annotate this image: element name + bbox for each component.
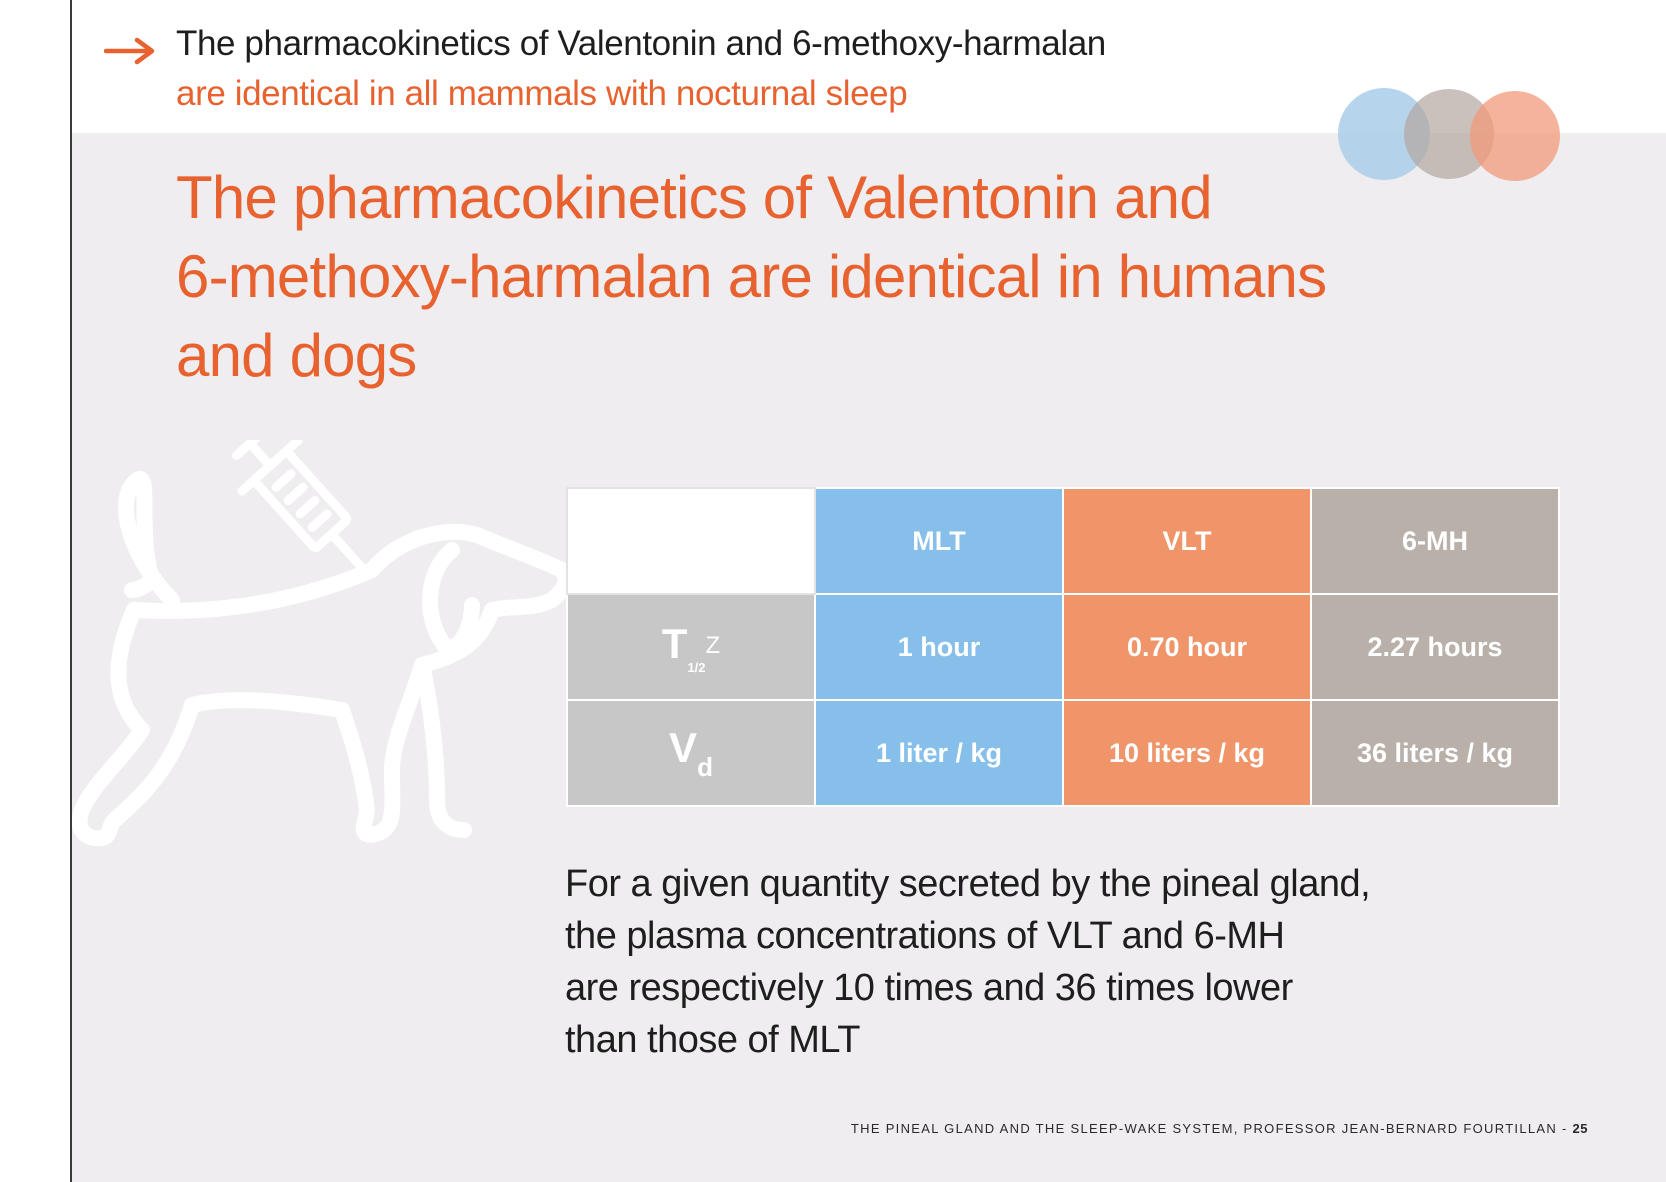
column-header-vlt: VLT: [1062, 487, 1312, 595]
arrow-right-icon: [104, 37, 155, 65]
title-line: The pharmacokinetics of Valentonin and: [176, 164, 1213, 231]
table-row: T1/2Z 1 hour 0.70 hour 2.27 hours: [566, 593, 1560, 701]
table-cell: 1 liter / kg: [814, 699, 1064, 807]
column-header-6mh: 6-MH: [1310, 487, 1560, 595]
conclusion-line: the plasma concentrations of VLT and 6-M…: [565, 915, 1285, 957]
table-cell: 1 hour: [814, 593, 1064, 701]
param-subscript: 1/2: [687, 659, 706, 675]
table-corner-cell: [566, 487, 816, 595]
footer-text: THE PINEAL GLAND AND THE SLEEP-WAKE SYST…: [850, 1121, 1568, 1136]
param-subscript: d: [697, 751, 713, 782]
conclusion-line: For a given quantity secreted by the pin…: [565, 863, 1371, 905]
pharmacokinetics-table: MLT VLT 6-MH T1/2Z 1 hour 0.70 hour 2.27…: [566, 487, 1560, 807]
param-symbol: T: [661, 619, 688, 667]
param-suffix: Z: [705, 631, 721, 659]
header-statement-highlight: are identical in all mammals with noctur…: [176, 74, 908, 113]
conclusion-text: For a given quantity secreted by the pin…: [565, 858, 1465, 1066]
table-cell: 0.70 hour: [1062, 593, 1312, 701]
row-header-volume-distribution: Vd: [566, 699, 816, 807]
table-cell: 36 liters / kg: [1310, 699, 1560, 807]
header-statement: The pharmacokinetics of Valentonin and 6…: [176, 24, 1106, 63]
dog-injection-icon: [72, 440, 574, 847]
table-row: Vd 1 liter / kg 10 liters / kg 36 liters…: [566, 699, 1560, 807]
title-line: 6-methoxy-harmalan are identical in huma…: [176, 243, 1327, 310]
overlapping-circles-icon: [1338, 88, 1560, 181]
page-number: 25: [1572, 1121, 1588, 1136]
column-header-mlt: MLT: [814, 487, 1064, 595]
row-header-half-life: T1/2Z: [566, 593, 816, 701]
page-footer: THE PINEAL GLAND AND THE SLEEP-WAKE SYST…: [851, 1121, 1588, 1136]
conclusion-line: than those of MLT: [565, 1019, 860, 1061]
page-title: The pharmacokinetics of Valentonin and 6…: [176, 158, 1376, 395]
table-cell: 10 liters / kg: [1062, 699, 1312, 807]
param-symbol: V: [669, 723, 698, 771]
conclusion-line: are respectively 10 times and 36 times l…: [565, 967, 1293, 1009]
table-header-row: MLT VLT 6-MH: [566, 487, 1560, 595]
left-margin-rule: [70, 0, 72, 1182]
table-cell: 2.27 hours: [1310, 593, 1560, 701]
title-line: and dogs: [176, 322, 417, 389]
